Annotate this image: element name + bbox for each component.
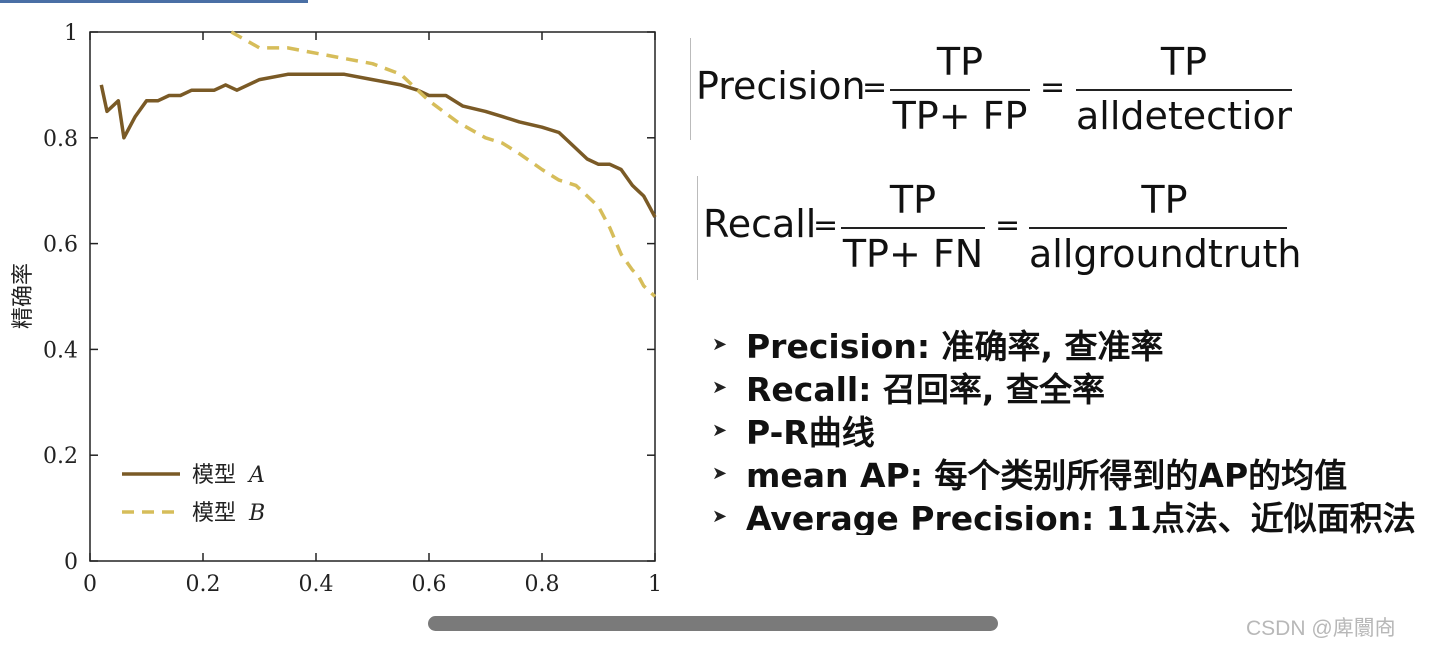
y-tick-label: 1 (64, 21, 78, 46)
precision-fraction-2: TP alldetections (1076, 38, 1292, 140)
list-item: ➤ Average Precision: 11点法、近似面积法 (712, 492, 1433, 535)
csdn-watermark: CSDN @庳闤㕯 (1246, 617, 1396, 640)
recall-fraction-line-1 (841, 227, 985, 229)
precision-formula: Precision = TP TP+ FP = TP alldetections (690, 38, 1292, 140)
pr-curve-chart: 0 0.2 0.4 0.6 0.8 1 0 0.2 0.4 0.6 0.8 1 精确率 模型 A 模型… (11, 21, 662, 597)
legend-label-a: 模型 A (192, 463, 265, 488)
y-axis-label: 精确率 (11, 263, 36, 329)
precision-numerator-2: TP (1160, 40, 1208, 84)
list-item-text: Precision: 准确率, 查准率 (746, 327, 1164, 366)
precision-equals-2: = (1040, 70, 1066, 105)
precision-fraction-line-1 (890, 89, 1030, 91)
list-item-text: mean AP: 每个类别所得到的AP的均值 (746, 456, 1348, 495)
legend-label-b-italic: B (248, 501, 265, 526)
legend-label-a-text: 模型 (192, 463, 236, 488)
series-line-model-a (99, 72, 657, 218)
x-tick-label: 1 (648, 572, 662, 597)
top-accent-bar (0, 0, 308, 3)
recall-fraction-1: TP TP+ FN (841, 176, 985, 280)
arrow-bullet-icon: ➤ (712, 506, 728, 527)
recall-label: Recall (703, 202, 817, 246)
list-item: ➤ Recall: 召回率, 查全率 (712, 363, 1433, 409)
legend-label-a-italic: A (247, 463, 265, 488)
recall-formula: Recall = TP TP+ FN = TP allgroundtruths (697, 176, 1300, 280)
legend-label-b: 模型 B (192, 501, 265, 526)
recall-fraction-line-2 (1029, 227, 1287, 229)
x-tick-label: 0.6 (412, 572, 447, 597)
x-tick-label: 0.4 (299, 572, 334, 597)
list-item-text: Recall: 召回率, 查全率 (746, 370, 1105, 409)
arrow-bullet-icon: ➤ (712, 334, 728, 355)
y-tick-label: 0 (64, 550, 78, 575)
legend: 模型 A 模型 B (122, 463, 265, 526)
arrow-bullet-icon: ➤ (712, 420, 728, 441)
recall-equals-2: = (995, 208, 1021, 243)
list-item: ➤ mean AP: 每个类别所得到的AP的均值 (712, 449, 1433, 495)
precision-fraction-1: TP TP+ FP (890, 38, 1030, 140)
y-tick-label: 0.2 (43, 444, 78, 469)
list-item-text: P-R曲线 (746, 413, 875, 452)
precision-numerator-1: TP (936, 40, 984, 84)
arrow-bullet-icon: ➤ (712, 377, 728, 398)
recall-denominator-2: allgroundtruths (1029, 232, 1300, 276)
recall-equals-1: = (813, 208, 839, 243)
plot-frame (89, 31, 656, 562)
precision-fraction-line-2 (1076, 89, 1292, 91)
series-line-model-b (230, 30, 657, 298)
recall-numerator-2: TP (1141, 178, 1188, 222)
y-tick-label: 0.8 (43, 127, 78, 152)
list-item: ➤ Precision: 准确率, 查准率 (712, 320, 1433, 366)
recall-numerator-1: TP (889, 178, 937, 222)
precision-denominator-1: TP+ FP (892, 94, 1028, 138)
x-tick-label: 0.8 (525, 572, 560, 597)
precision-formula-bar (690, 38, 691, 140)
list-item-text: Average Precision: 11点法、近似面积法 (746, 499, 1416, 535)
y-tick-label: 0.6 (43, 233, 78, 258)
precision-label: Precision (696, 64, 866, 108)
precision-denominator-2: alldetections (1076, 94, 1292, 138)
recall-formula-bar (697, 176, 698, 280)
horizontal-scrollbar[interactable] (428, 616, 998, 631)
arrow-bullet-icon: ➤ (712, 463, 728, 484)
bullet-list: ➤ Precision: 准确率, 查准率 ➤ Recall: 召回率, 查全率… (712, 320, 1433, 535)
recall-fraction-2: TP allgroundtruths (1029, 176, 1300, 280)
recall-denominator-1: TP+ FN (842, 232, 984, 276)
y-tick-label: 0.4 (43, 338, 78, 363)
list-item: ➤ P-R曲线 (712, 406, 1433, 452)
precision-equals-1: = (862, 70, 888, 105)
x-tick-label: 0 (83, 572, 97, 597)
x-tick-label: 0.2 (186, 572, 221, 597)
legend-label-b-text: 模型 (192, 501, 236, 526)
